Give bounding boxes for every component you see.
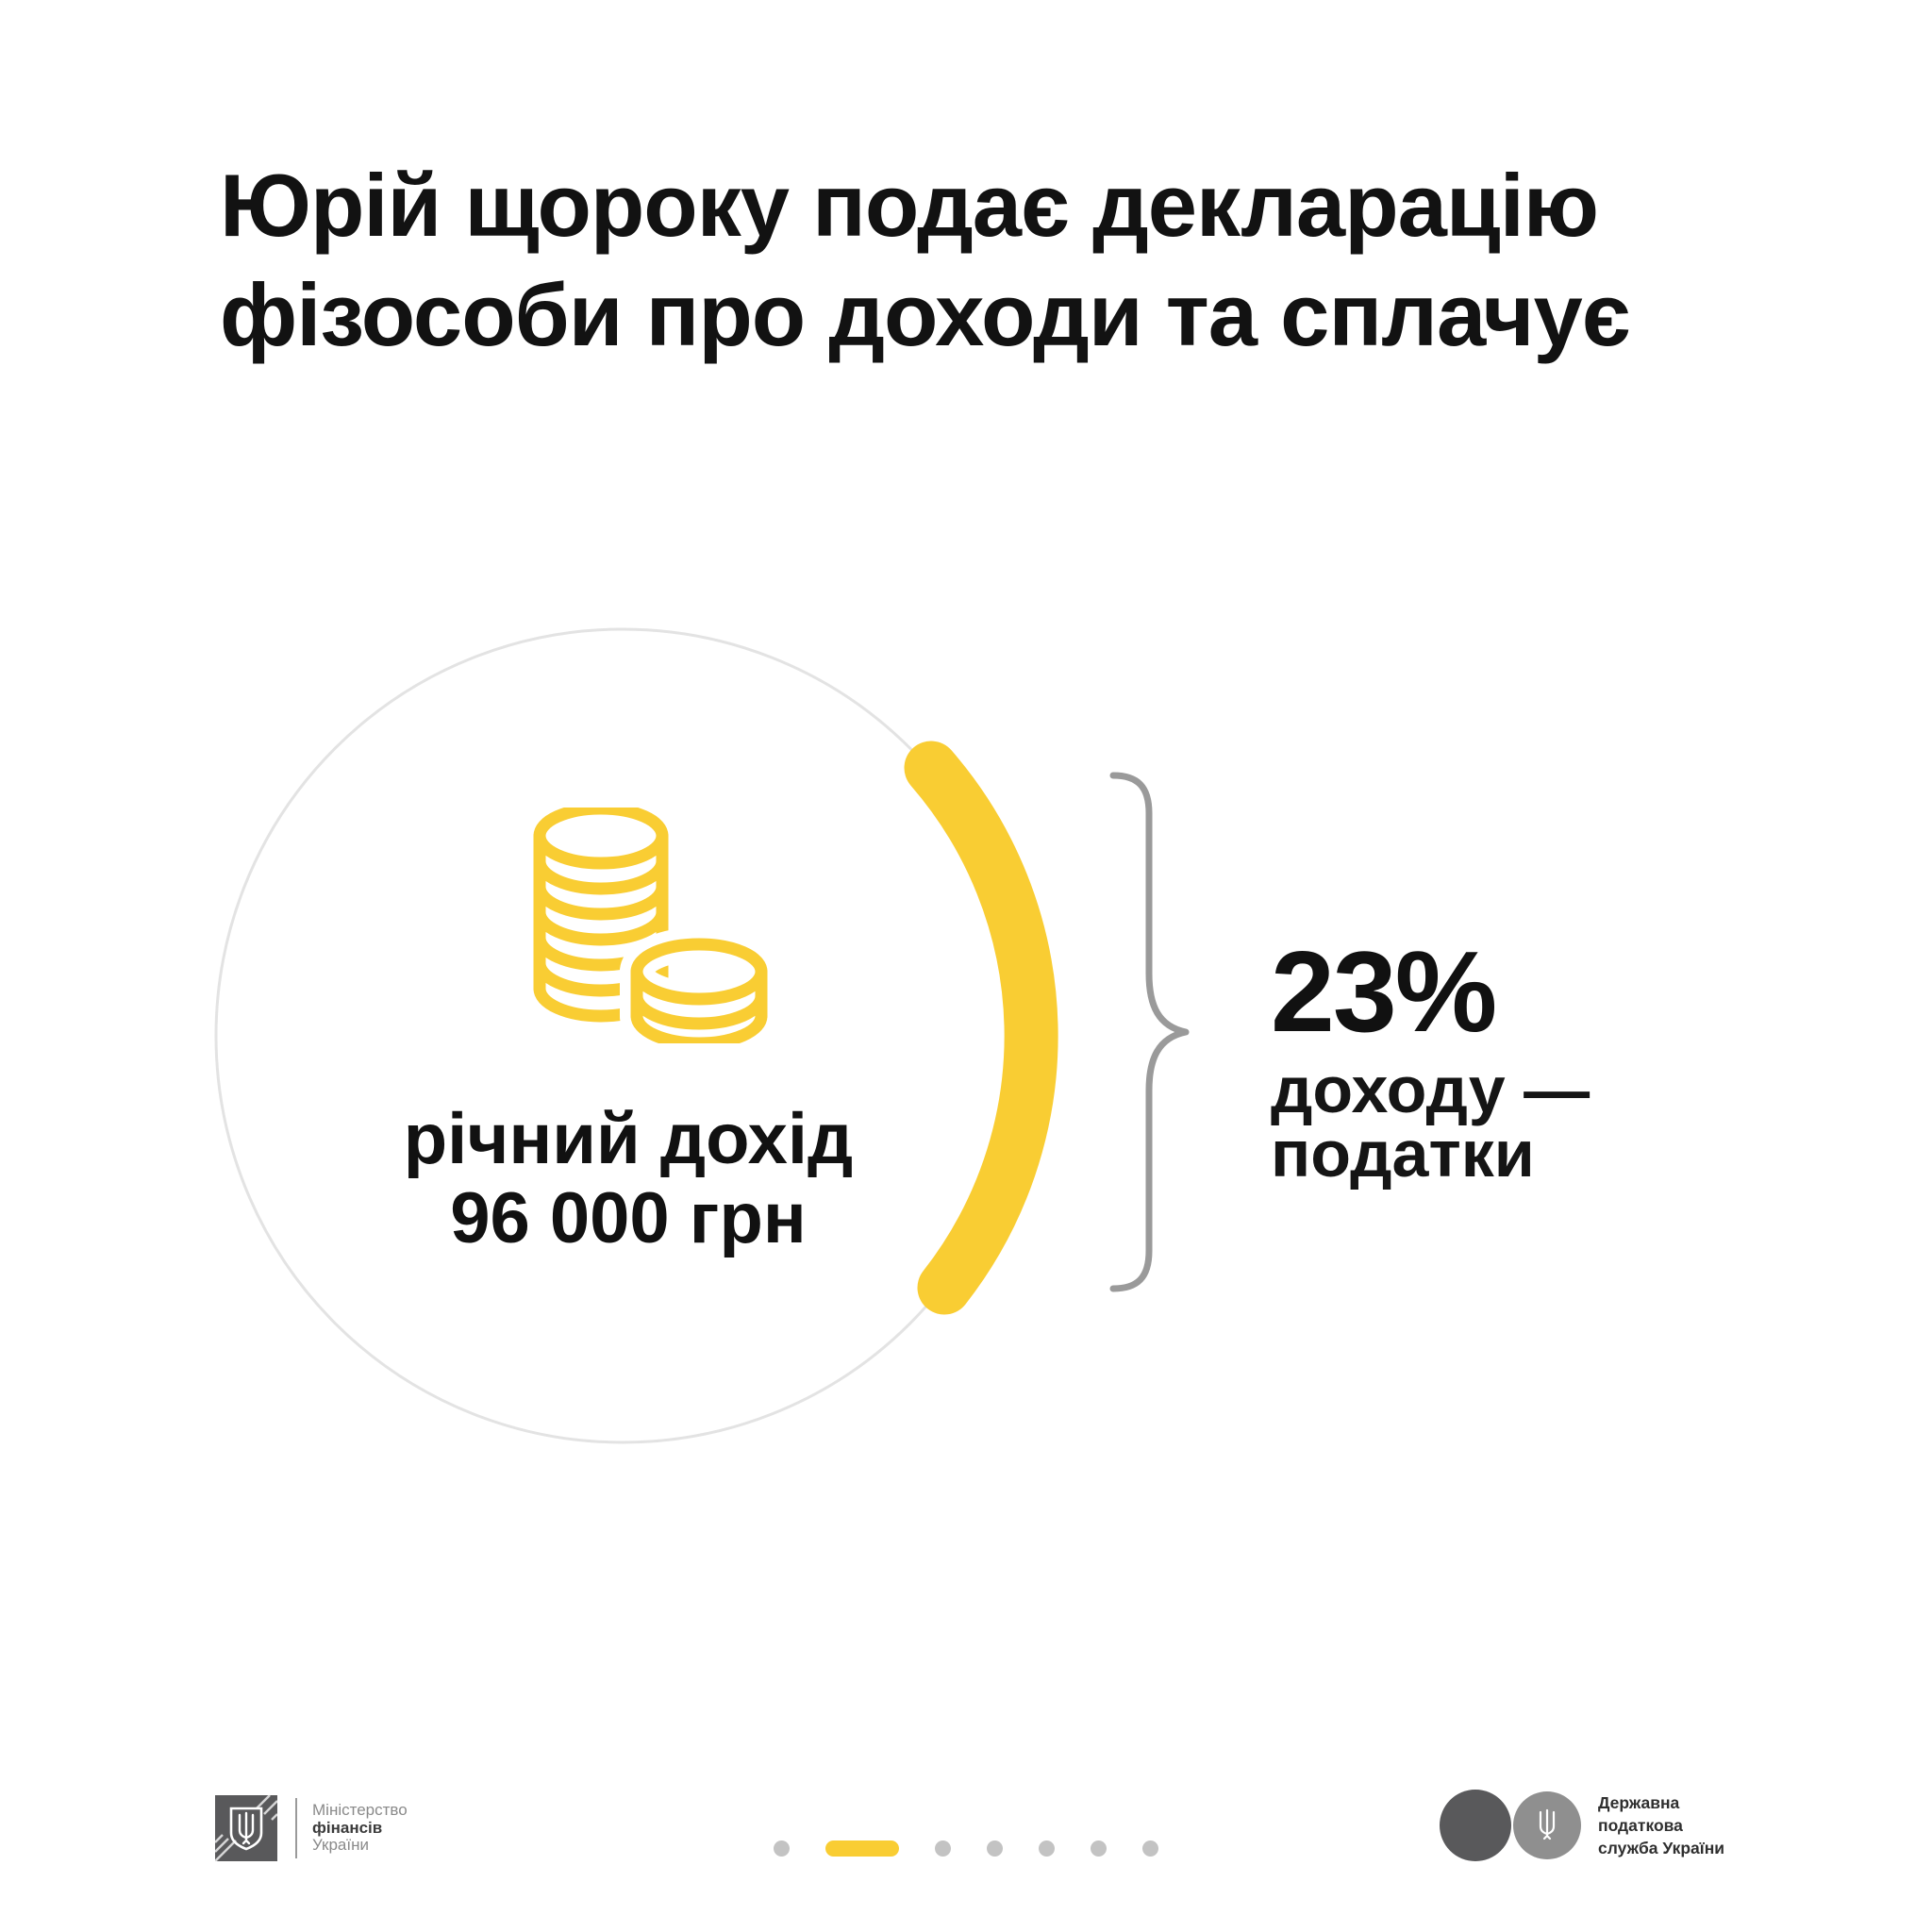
annual-income-value: 96 000 грн bbox=[450, 1178, 807, 1258]
tax-service-text-line-3: служба України bbox=[1598, 1839, 1725, 1857]
curly-brace-icon bbox=[1109, 772, 1190, 1292]
pagination-dot[interactable] bbox=[1039, 1840, 1055, 1857]
annual-income-text: річний дохід bbox=[403, 1099, 854, 1179]
tax-service-text-line-2: податкова bbox=[1598, 1816, 1683, 1835]
carousel-pagination[interactable] bbox=[774, 1840, 1158, 1857]
ministry-of-finance-logo: Міністерство фінансів України bbox=[215, 1795, 408, 1861]
logo-divider bbox=[295, 1798, 297, 1858]
title-line-2: фізособи про доходи та сплачує bbox=[220, 265, 1631, 364]
state-tax-service-logo: Державна податкова служба України bbox=[1440, 1790, 1724, 1861]
coins-icon bbox=[533, 808, 769, 1043]
pagination-dot[interactable] bbox=[774, 1840, 790, 1857]
tax-percent: 23% bbox=[1271, 927, 1497, 1056]
pagination-dot[interactable] bbox=[1091, 1840, 1107, 1857]
tryzub-shield-icon bbox=[215, 1795, 277, 1861]
tax-label-line-1: доходу — bbox=[1271, 1053, 1591, 1126]
annual-income-label: річний дохід 96 000 грн bbox=[404, 1100, 854, 1258]
pagination-dot[interactable] bbox=[987, 1840, 1003, 1857]
ministry-text-line-3: України bbox=[312, 1836, 369, 1855]
tax-callout: 23% доходу — податки bbox=[1271, 927, 1591, 1191]
tax-label-line-2: податки bbox=[1271, 1117, 1535, 1191]
pagination-dot[interactable] bbox=[1142, 1840, 1158, 1857]
coin-stack-small bbox=[630, 938, 768, 1043]
pagination-dot[interactable] bbox=[935, 1840, 951, 1857]
page-title: Юрій щороку подає декларацію фізособи пр… bbox=[220, 151, 1631, 370]
tax-service-text-line-1: Державна bbox=[1598, 1793, 1680, 1812]
tryzub-icon bbox=[1513, 1791, 1581, 1859]
pagination-dot-active[interactable] bbox=[825, 1840, 899, 1857]
ministry-text-line-1: Міністерство bbox=[312, 1801, 408, 1820]
tax-service-emblem bbox=[1440, 1790, 1583, 1861]
dark-circle bbox=[1440, 1790, 1511, 1861]
ministry-text-line-2: фінансів bbox=[312, 1818, 383, 1837]
title-line-1: Юрій щороку подає декларацію bbox=[220, 156, 1599, 255]
tax-share-arc bbox=[904, 741, 1058, 1315]
